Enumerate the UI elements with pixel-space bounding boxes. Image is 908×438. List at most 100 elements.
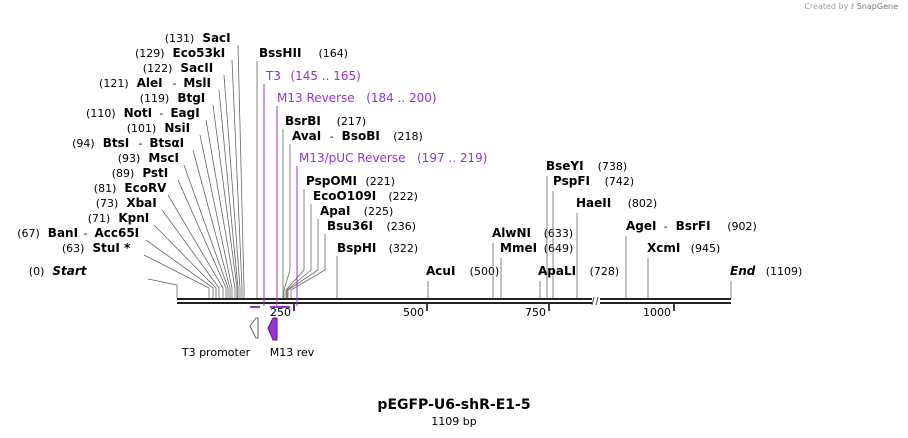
site-name-left: BtgI	[177, 91, 205, 105]
site-name-right: End	[730, 264, 756, 278]
site-leader-line	[192, 149, 231, 298]
site-leader-line	[287, 219, 319, 298]
site-name-left: EcoRV	[124, 181, 167, 195]
site-position-mid: (164)	[319, 47, 349, 60]
site-position-left: (121)	[99, 77, 129, 90]
site-leader-line	[145, 239, 214, 298]
site-position-left: (131)	[165, 32, 195, 45]
site-position-left: (129)	[135, 47, 165, 60]
scale-tick-label: 750	[525, 306, 546, 319]
site-name-left: AleI	[137, 76, 163, 90]
snapgene-logo-icon: ℓ	[850, 2, 855, 11]
credit-prefix: Created by	[804, 2, 849, 11]
site-position-right: (945)	[691, 242, 721, 255]
site-position-right: (742)	[605, 175, 635, 188]
site-leader-line	[212, 104, 238, 298]
backbone-bottom-strand	[177, 302, 731, 304]
site-position-left: (71)	[88, 212, 111, 225]
plasmid-length: 1109 bp	[431, 415, 477, 428]
site-name-right: HaeII	[576, 196, 611, 210]
site-position-mid: (225)	[364, 205, 394, 218]
primer-label: M13/pUC Reverse	[299, 151, 406, 165]
site-position-left: (122)	[143, 62, 173, 75]
backbone-top-strand	[177, 298, 731, 300]
backbone-break-mark	[591, 296, 599, 306]
site-name-left: NotI	[124, 106, 153, 120]
t3-promoter-arrow	[249, 317, 259, 339]
primer-range: (197 .. 219)	[417, 151, 487, 165]
snapgene-credit: Created by ℓ SnapGene	[804, 2, 898, 11]
site-name-mid: AvaI	[292, 129, 321, 143]
site-position-right: (738)	[598, 160, 628, 173]
site-separator: -	[664, 220, 668, 233]
site-name-mid: BsoBI	[342, 129, 380, 143]
site-name-mid: EcoO109I	[313, 189, 376, 203]
site-position-left: (73)	[96, 197, 119, 210]
primer-label: M13 Reverse	[277, 91, 355, 105]
site-name-right: AcuI	[426, 264, 455, 278]
site-position-mid: (218)	[393, 130, 423, 143]
site-leader-line	[205, 119, 236, 298]
feature-label: M13 rev	[270, 346, 315, 359]
site-position-mid: (222)	[388, 190, 418, 203]
site-name-right: BseYI	[546, 159, 584, 173]
site-position-right: (728)	[590, 265, 620, 278]
site-position-left: (101)	[127, 122, 157, 135]
site-leader-line	[286, 204, 312, 298]
site-leader-line	[143, 254, 210, 298]
feature-label: T3 promoter	[181, 346, 251, 359]
site-name-mid: BspHI	[337, 241, 376, 255]
site-name-right: BsrFI	[676, 219, 711, 233]
site-position-right: (1109)	[766, 265, 803, 278]
site-position-left: (67)	[17, 227, 40, 240]
site-position-mid: (217)	[337, 115, 367, 128]
site-name-right: XcmI	[647, 241, 680, 255]
site-position-left: (93)	[118, 152, 141, 165]
site-leader-line	[231, 59, 243, 298]
site-name-left: BtsI	[103, 136, 130, 150]
site-position-mid: (221)	[366, 175, 396, 188]
site-leader-line	[237, 44, 245, 298]
site-name-right: PspFI	[553, 174, 590, 188]
site-name-left: KpnI	[118, 211, 149, 225]
primer-binding-mark	[278, 306, 290, 308]
site-separator: -	[83, 227, 87, 240]
primer-range: (184 .. 200)	[366, 91, 436, 105]
plasmid-name: pEGFP-U6-shR-E1-5	[377, 397, 531, 413]
site-leader-line	[153, 224, 217, 298]
site-leader-line	[177, 179, 227, 298]
site-name-mid: BssHII	[259, 46, 301, 60]
site-name-left: EagI	[170, 106, 199, 120]
site-name-left: Eco53kI	[173, 46, 226, 60]
scale-tick-label: 1000	[643, 306, 671, 319]
site-name-left: PstI	[142, 166, 168, 180]
site-name-left: NsiI	[164, 121, 190, 135]
credit-brand: SnapGene	[856, 2, 898, 11]
site-position-mid: (236)	[387, 220, 417, 233]
site-name-left: MscI	[148, 151, 179, 165]
site-name-right: MmeI	[500, 241, 537, 255]
site-name-mid: ApaI	[320, 204, 350, 218]
site-separator: -	[138, 137, 142, 150]
site-separator: -	[330, 130, 334, 143]
site-position-right: (649)	[544, 242, 574, 255]
site-position-mid: (322)	[389, 242, 419, 255]
site-position-left: (110)	[86, 107, 116, 120]
site-name-left: XbaI	[126, 196, 156, 210]
site-position-left: (89)	[112, 167, 135, 180]
site-leader-line	[199, 134, 233, 298]
primer-binding-mark	[270, 306, 280, 308]
site-name-left: Acc65I	[94, 226, 139, 240]
scale-tick-label: 500	[403, 306, 424, 319]
site-position-left: (94)	[72, 137, 95, 150]
site-position-right: (902)	[727, 220, 757, 233]
site-position-left: (0)	[29, 265, 45, 278]
site-leader-line	[283, 144, 291, 298]
primer-range: (145 .. 165)	[290, 69, 360, 83]
m13-rev-arrow	[267, 317, 278, 341]
site-name-mid: PspOMI	[306, 174, 357, 188]
site-name-right: ApaLI	[538, 264, 576, 278]
site-name-left: SacII	[180, 61, 213, 75]
site-name-left: MslI	[183, 76, 211, 90]
site-name-left: StuI *	[92, 241, 131, 255]
